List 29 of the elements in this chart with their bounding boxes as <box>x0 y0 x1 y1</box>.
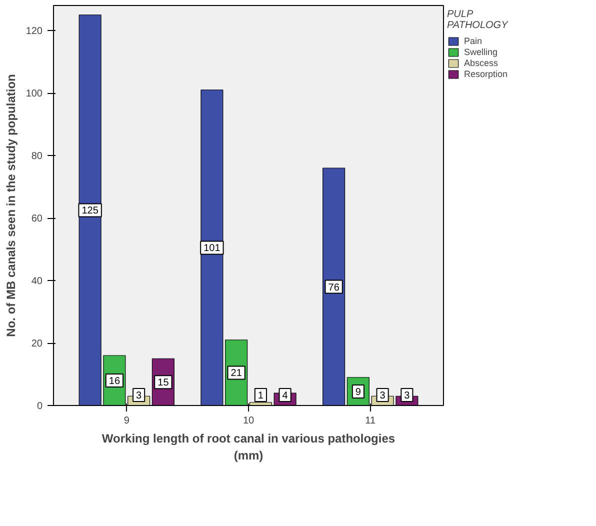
legend-label: Swelling <box>464 47 498 57</box>
data-label: 3 <box>404 390 410 402</box>
y-axis-title: No. of MB canals seen in the study population <box>4 74 18 337</box>
x-tick-label: 11 <box>365 416 376 426</box>
x-tick-label: 9 <box>124 416 130 426</box>
data-label: 3 <box>136 390 142 402</box>
data-label: 101 <box>204 243 221 254</box>
data-label: 125 <box>82 206 99 217</box>
data-label: 21 <box>230 368 242 380</box>
y-tick-label: 60 <box>31 214 43 224</box>
data-label: 4 <box>282 390 288 402</box>
data-label: 3 <box>380 390 386 402</box>
legend-label: Resorption <box>464 69 508 79</box>
data-label: 15 <box>158 378 170 389</box>
data-label: 1 <box>258 390 264 402</box>
y-tick-label: 20 <box>31 338 43 350</box>
data-label: 9 <box>355 386 362 398</box>
data-label: 16 <box>108 376 120 387</box>
data-label: 76 <box>328 282 340 294</box>
y-tick-label: 0 <box>36 401 43 412</box>
y-tick-label: 80 <box>31 151 43 162</box>
legend-label: Pain <box>464 36 484 46</box>
y-tick-label: 100 <box>26 88 43 100</box>
y-tick-label: 120 <box>26 26 43 37</box>
x-axis-title: Working length of root canal in various pathologies (mm) <box>102 432 396 462</box>
legend-title: PULP PATHOLOGY <box>447 9 508 31</box>
legend-label: Abscess <box>464 58 498 68</box>
x-tick-label: 10 <box>242 416 254 426</box>
y-tick-label: 40 <box>31 276 43 287</box>
